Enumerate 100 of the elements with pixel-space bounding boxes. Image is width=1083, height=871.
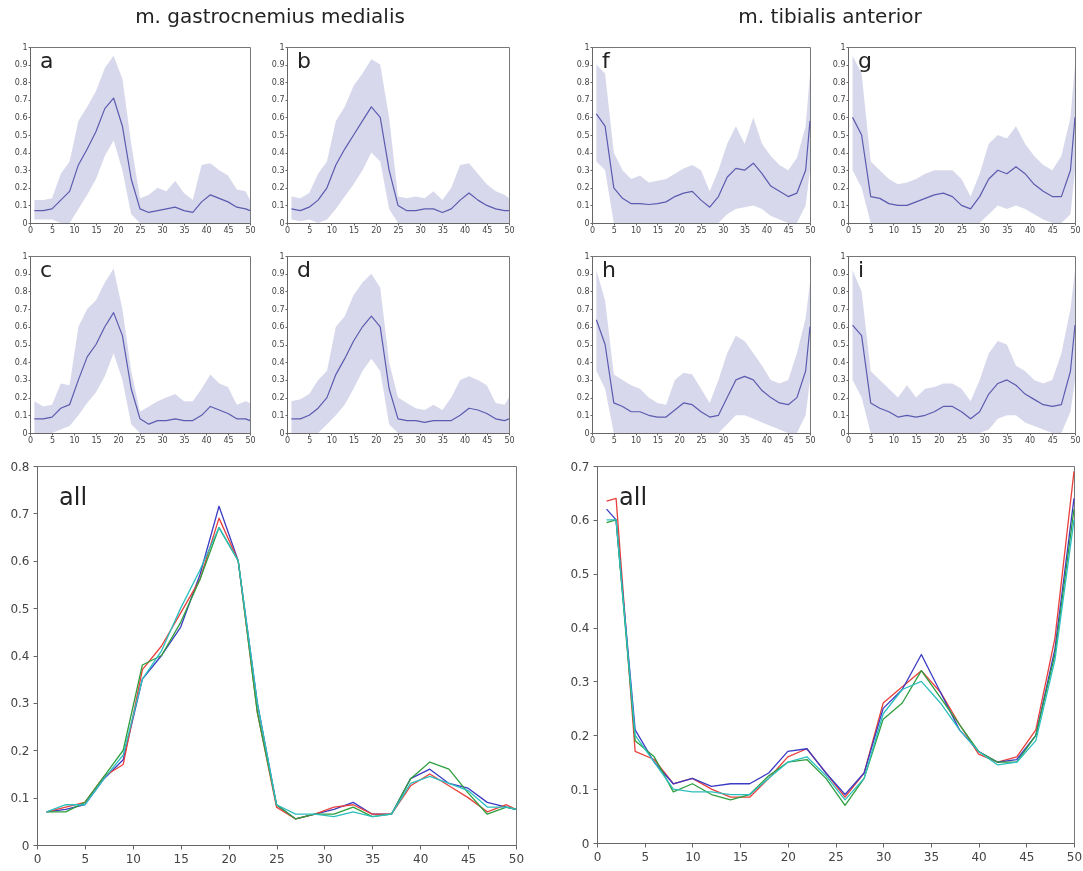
y-tick-label: 1 <box>584 42 590 52</box>
x-tick-label: 40 <box>201 435 212 445</box>
y-tick-label: 0.2 <box>10 743 30 758</box>
y-tick-label: 0.9 <box>271 269 285 279</box>
y-tick-label: 0.6 <box>14 112 28 122</box>
y-tick-label: 0.3 <box>271 375 285 385</box>
y-tick-label: 0 <box>581 836 590 851</box>
x-tick-label: 25 <box>393 225 404 235</box>
y-tick-label: 0.3 <box>576 375 590 385</box>
x-tick-label: 25 <box>956 435 968 445</box>
y-tick-label: 0.4 <box>271 148 285 158</box>
y-tick-label: 0.8 <box>14 77 28 87</box>
y-tick-label: 0 <box>22 218 28 228</box>
annotation: h <box>602 257 616 282</box>
y-tick-label: 0.3 <box>14 375 28 385</box>
x-tick-label: 50 <box>504 435 515 445</box>
x-tick-label: 25 <box>269 851 285 866</box>
x-tick-label: 5 <box>868 225 874 235</box>
y-tick-label: 0.1 <box>832 410 846 420</box>
x-tick-label: 45 <box>482 435 493 445</box>
x-tick-label: 10 <box>888 225 899 235</box>
x-tick-label: 25 <box>828 849 844 864</box>
line-series <box>851 116 1076 210</box>
x-tick-label: 15 <box>349 435 360 445</box>
x-tick-label: 5 <box>81 851 90 866</box>
y-tick-label: 0.6 <box>271 112 285 122</box>
x-tick-label: 35 <box>1002 435 1013 445</box>
y-tick-label: 0.4 <box>10 649 30 663</box>
y-tick-label: 0.7 <box>271 304 285 314</box>
y-tick-label: 0.7 <box>570 459 590 474</box>
x-tick-label: 45 <box>783 435 794 445</box>
x-tick-label: 45 <box>460 851 477 866</box>
x-tick-label: 35 <box>740 225 751 235</box>
y-tick-label: 0.6 <box>570 513 590 528</box>
y-tick-label: 0.3 <box>271 165 285 175</box>
x-tick-label: 50 <box>1066 849 1083 864</box>
x-tick-label: 10 <box>125 851 141 866</box>
y-tick-label: 0.5 <box>14 130 28 140</box>
y-tick-label: 0.9 <box>832 269 846 279</box>
x-tick-label: 50 <box>805 225 816 235</box>
y-tick-label: 0.6 <box>576 112 590 122</box>
x-tick-label: 10 <box>888 435 899 445</box>
y-tick-label: 1 <box>22 42 28 52</box>
annotation: all <box>619 483 648 511</box>
y-tick-label: 0.3 <box>576 165 590 175</box>
y-tick-label: 0.3 <box>570 674 590 689</box>
x-tick-label: 50 <box>805 435 816 445</box>
y-tick-label: 0.4 <box>271 357 285 367</box>
x-tick-label: 25 <box>135 225 146 235</box>
x-tick-label: 15 <box>173 851 189 866</box>
x-tick-label: 15 <box>652 225 663 235</box>
y-tick-label: 0 <box>840 428 846 438</box>
x-tick-label: 30 <box>157 225 168 235</box>
y-tick-label: 0.5 <box>10 601 30 616</box>
y-tick-label: 0.4 <box>832 148 846 158</box>
x-tick-label: 45 <box>783 225 794 235</box>
y-tick-label: 0.3 <box>832 165 846 175</box>
x-tick-label: 5 <box>611 435 617 445</box>
x-tick-label: 40 <box>971 849 987 864</box>
y-tick-label: 0 <box>22 428 28 438</box>
x-tick-label: 5 <box>307 435 313 445</box>
x-tick-label: 5 <box>49 225 56 235</box>
x-tick-label: 35 <box>740 435 751 445</box>
x-tick-label: 15 <box>911 225 922 235</box>
y-tick-label: 1 <box>279 251 285 261</box>
y-tick-label: 0.2 <box>576 183 590 193</box>
x-tick-label: 30 <box>415 435 426 445</box>
x-tick-label: 30 <box>979 435 990 445</box>
y-tick-label: 0.1 <box>576 200 590 210</box>
x-tick-label: 30 <box>876 849 892 864</box>
x-tick-label: 15 <box>911 435 922 445</box>
x-tick-label: 50 <box>245 435 256 445</box>
x-tick-label: 10 <box>631 435 642 445</box>
x-tick-label: 25 <box>696 225 707 235</box>
x-tick-label: 45 <box>482 225 493 235</box>
y-tick-label: 0.6 <box>832 322 846 332</box>
y-tick-label: 0.7 <box>271 95 285 105</box>
annotation: a <box>40 48 54 73</box>
x-tick-label: 10 <box>631 225 642 235</box>
y-tick-label: 0.5 <box>14 340 28 349</box>
line-series <box>595 319 811 418</box>
y-tick-label: 0.8 <box>576 286 590 296</box>
y-tick-label: 1 <box>279 42 285 52</box>
y-tick-label: 0.6 <box>14 322 28 332</box>
x-tick-label: 35 <box>437 225 448 235</box>
annotation: b <box>297 48 311 73</box>
y-tick-label: 0.6 <box>576 322 590 332</box>
x-tick-label: 45 <box>1047 435 1058 445</box>
y-tick-label: 0.1 <box>14 200 28 210</box>
x-tick-label: 0 <box>33 851 42 866</box>
y-tick-label: 0.6 <box>10 554 30 569</box>
annotation: all <box>59 483 88 511</box>
y-tick-label: 0.1 <box>10 791 30 806</box>
y-tick-label: 0.2 <box>271 183 285 193</box>
y-tick-label: 0.5 <box>832 340 846 349</box>
x-tick-label: 15 <box>349 225 360 235</box>
annotation: g <box>858 48 872 73</box>
y-tick-label: 0.6 <box>832 112 846 122</box>
y-tick-label: 0.1 <box>271 200 285 210</box>
y-tick-label: 0 <box>584 428 590 438</box>
